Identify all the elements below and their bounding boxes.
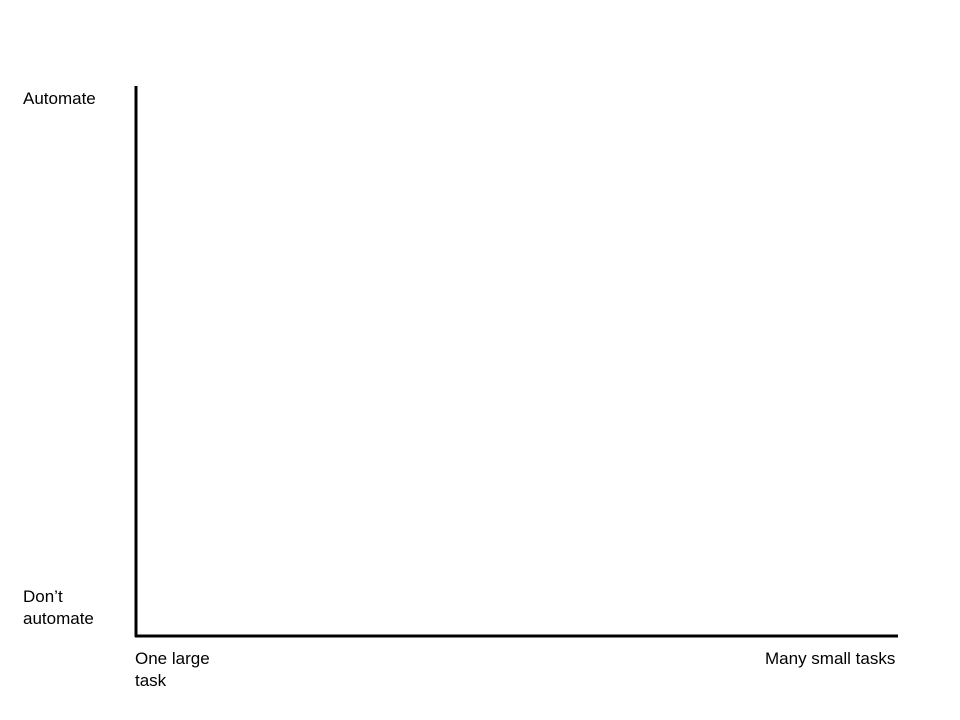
y-axis-top-label: Automate <box>23 88 96 110</box>
x-axis-left-label: One large task <box>135 648 210 692</box>
x-axis-right-label: Many small tasks <box>765 648 895 670</box>
y-axis-bottom-label: Don’t automate <box>23 586 94 630</box>
